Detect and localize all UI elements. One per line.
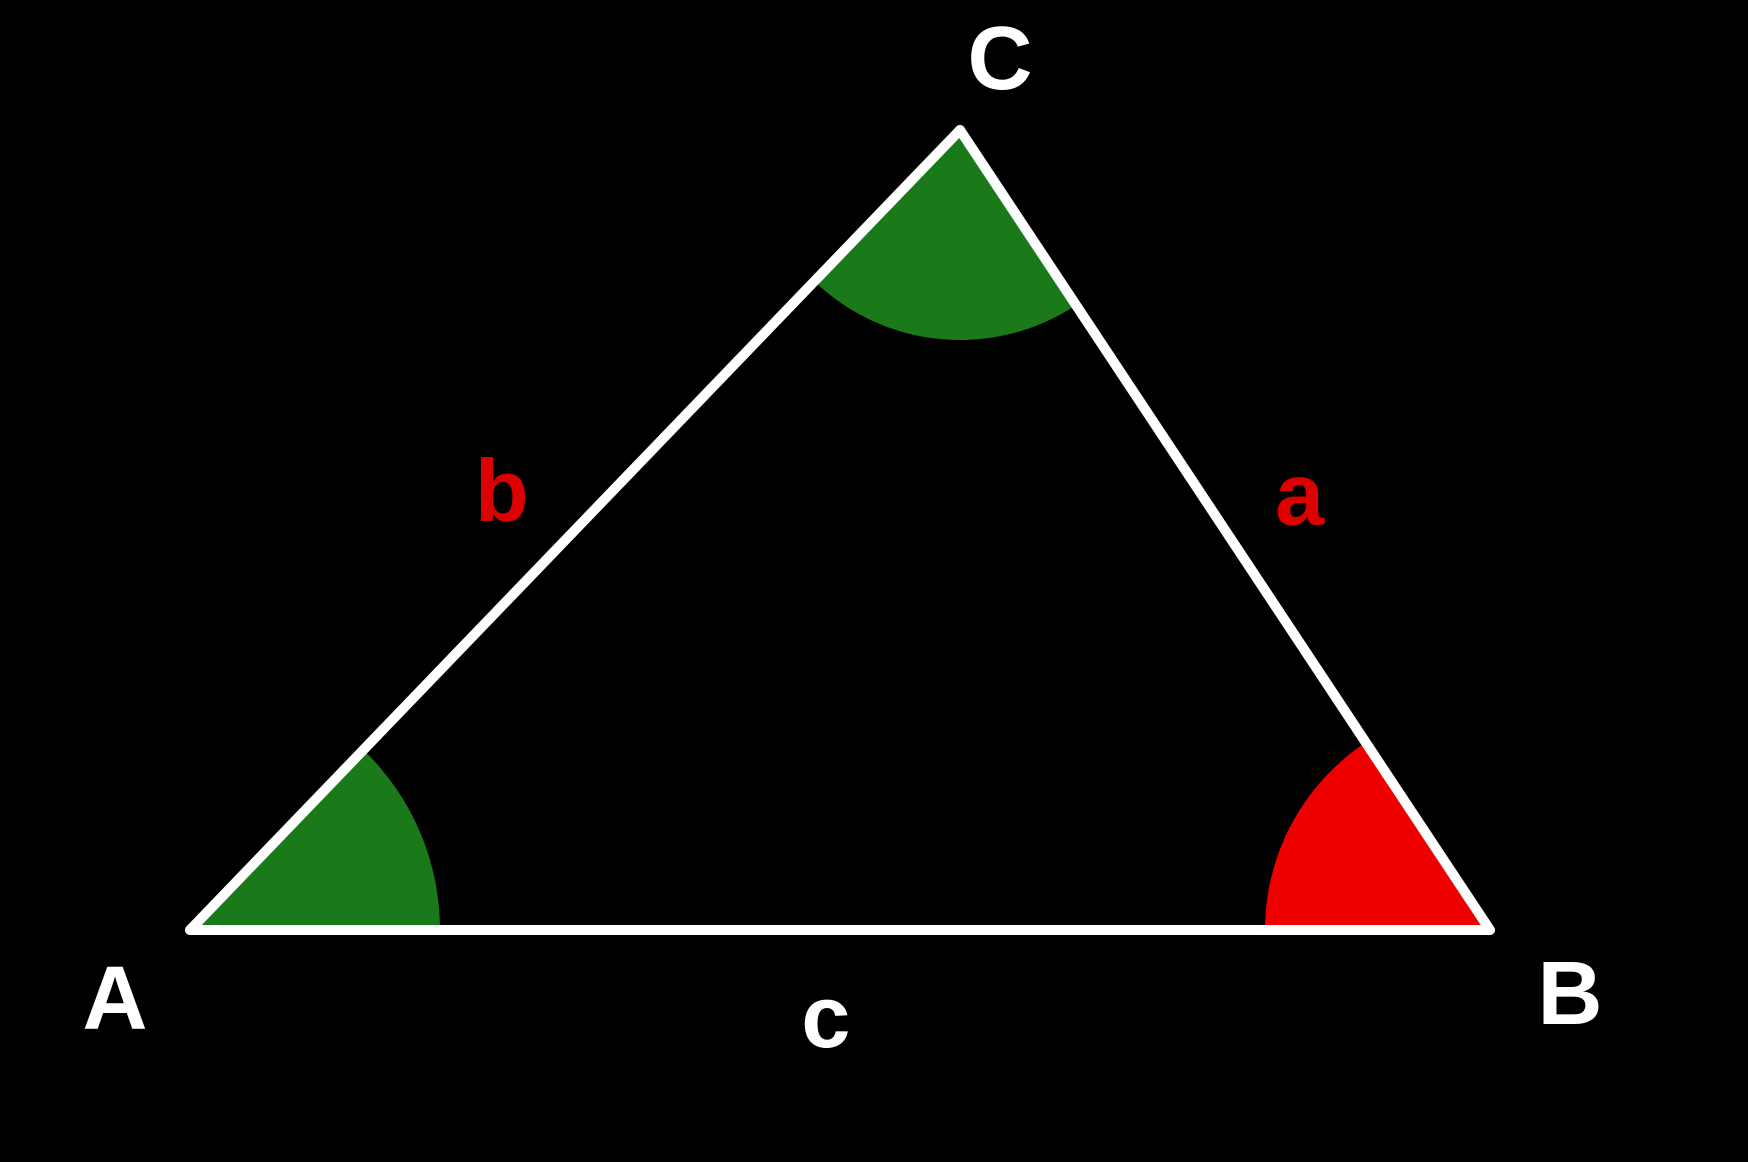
- edge-label-b: b: [475, 441, 529, 540]
- edge-a: [960, 130, 1490, 930]
- edge-label-a: a: [1275, 444, 1325, 543]
- edge-b: [190, 130, 960, 930]
- vertex-label-B: B: [1538, 944, 1603, 1044]
- angle-A: [190, 750, 440, 930]
- triangle-svg: a b c A B C: [0, 0, 1748, 1162]
- diagram-stage: a b c A B C: [0, 0, 1748, 1162]
- vertex-label-A: A: [83, 949, 148, 1049]
- edge-label-c: c: [801, 967, 850, 1066]
- vertex-label-C: C: [968, 9, 1033, 109]
- angle-B: [1265, 742, 1490, 930]
